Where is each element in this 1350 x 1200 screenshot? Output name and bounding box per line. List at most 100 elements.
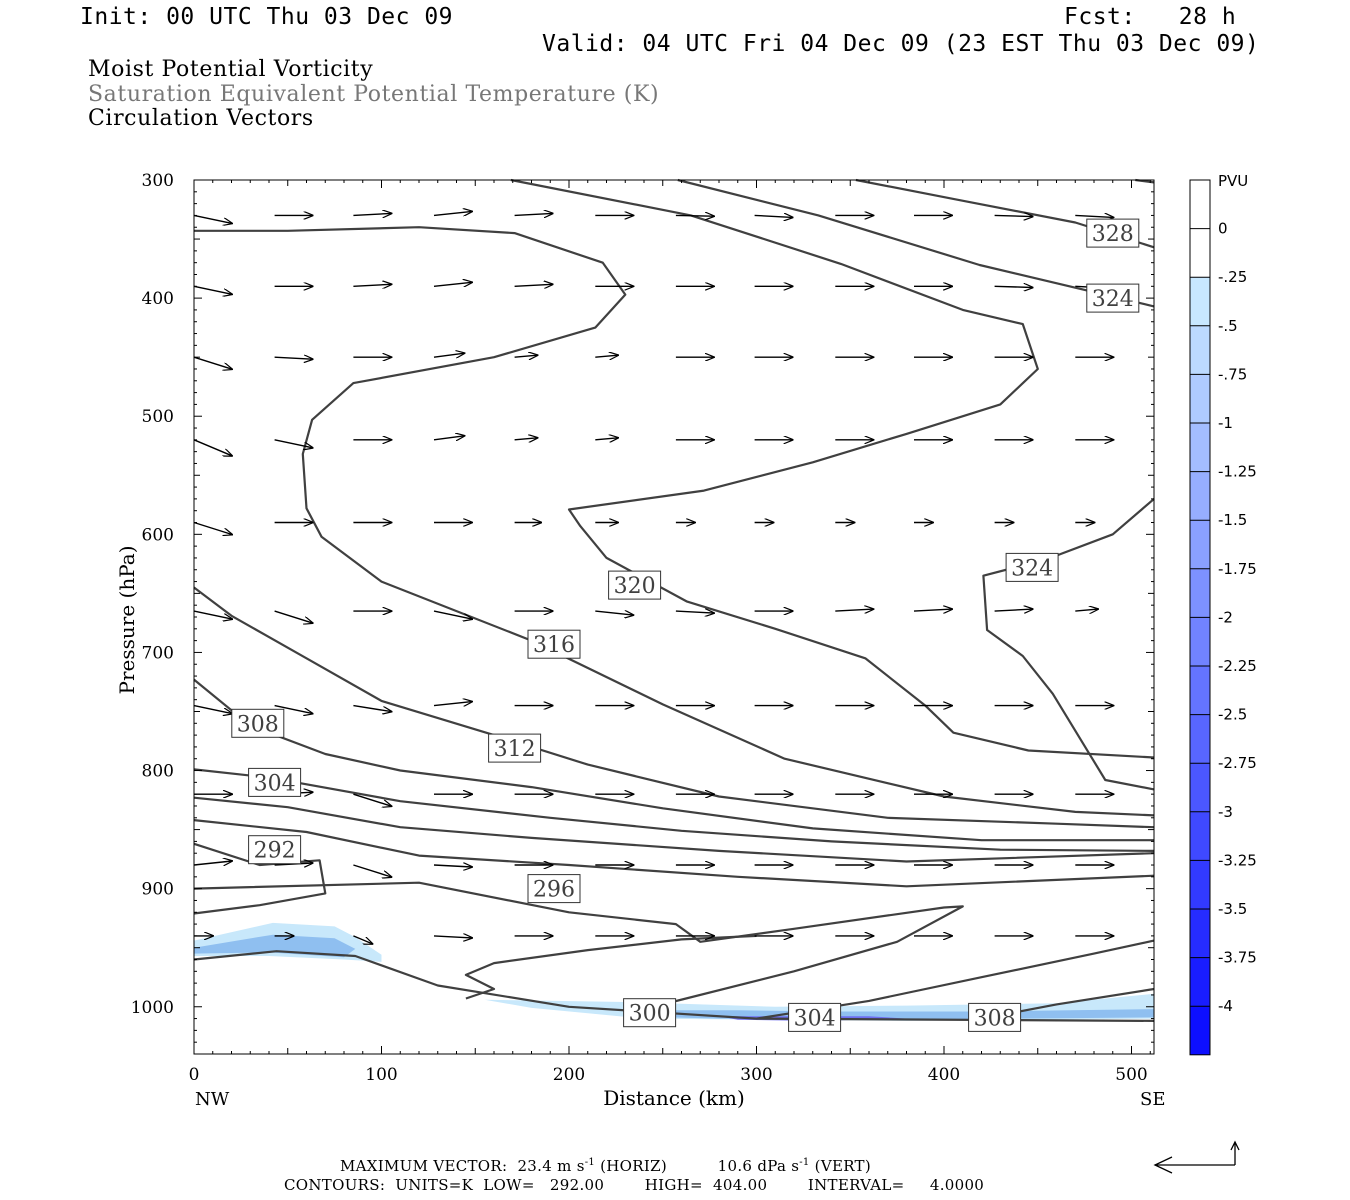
colorbar-cell bbox=[1190, 471, 1210, 521]
vector-arrow bbox=[595, 355, 618, 357]
vector-arrow bbox=[353, 935, 372, 944]
vector-arrow bbox=[433, 936, 472, 938]
vector-arrow bbox=[514, 438, 538, 440]
vector-arrow bbox=[514, 355, 538, 357]
x-axis-label: Distance (km) bbox=[603, 1086, 745, 1110]
contour-324 bbox=[982, 498, 1155, 791]
vector-arrow bbox=[274, 610, 313, 623]
colorbar-cell bbox=[1190, 1006, 1210, 1055]
colorbar-cell bbox=[1190, 423, 1210, 472]
vector-arrow bbox=[433, 211, 472, 215]
contour-label: 292 bbox=[254, 839, 296, 864]
vector-arrow bbox=[274, 439, 313, 448]
y-tick-label: 600 bbox=[142, 525, 174, 545]
vector-arrow bbox=[994, 609, 1033, 611]
vector-arrow bbox=[433, 702, 472, 706]
colorbar-label: -2.25 bbox=[1218, 657, 1257, 675]
contour-label: 320 bbox=[614, 574, 656, 599]
vector-arrow bbox=[754, 215, 793, 217]
contour-label: 328 bbox=[1092, 222, 1134, 247]
colorbar-cell bbox=[1190, 763, 1210, 812]
colorbar-label: 0 bbox=[1218, 220, 1228, 238]
axes: 300 400 500 600 700 800 900 1000 0 100 200 300 400 50… bbox=[131, 171, 1154, 1085]
x-tick-label: 200 bbox=[553, 1065, 585, 1085]
colorbar-label: -3.5 bbox=[1218, 900, 1247, 918]
x-tick-label: 400 bbox=[928, 1065, 960, 1085]
vector-arrow bbox=[433, 436, 464, 440]
vector-arrow bbox=[595, 611, 633, 615]
vector-arrow bbox=[193, 285, 232, 294]
contour-label-box bbox=[527, 629, 581, 659]
colorbar-label: -3 bbox=[1218, 803, 1233, 821]
vector-arrow bbox=[433, 610, 472, 619]
vector-arrow bbox=[193, 861, 232, 865]
vector-arrow bbox=[1075, 215, 1113, 217]
vector-arrow bbox=[514, 213, 553, 215]
colorbar-cell bbox=[1190, 325, 1210, 375]
vector-arrow bbox=[274, 357, 313, 359]
contour-label: 312 bbox=[494, 737, 536, 762]
vector-arrow bbox=[913, 609, 952, 611]
colorbar-label: -2.5 bbox=[1218, 706, 1247, 724]
contour-324 bbox=[510, 178, 1155, 759]
contour-304 bbox=[193, 796, 1155, 863]
vector-arrow bbox=[514, 284, 553, 286]
vector-arrow bbox=[193, 521, 232, 535]
contour-labels: 328 324 324 320 316 312 308 304 292 296 300 304 308 bbox=[231, 218, 1140, 1032]
colorbar-label: -1 bbox=[1218, 414, 1233, 432]
contour-300 bbox=[464, 934, 757, 1000]
contour-label-box bbox=[527, 874, 581, 904]
contour-label: 316 bbox=[533, 633, 575, 658]
colorbar-label: -.25 bbox=[1218, 268, 1247, 286]
colorbar-cell bbox=[1190, 909, 1210, 958]
x-tick-label: 100 bbox=[365, 1065, 397, 1085]
contour-label-box bbox=[231, 708, 285, 738]
y-tick-label: 400 bbox=[142, 289, 174, 309]
y-tick-label: 700 bbox=[142, 643, 174, 663]
vector-arrow bbox=[675, 215, 714, 216]
contour-label-box bbox=[968, 1002, 1022, 1032]
x-tick-label: 300 bbox=[740, 1065, 772, 1085]
colorbar-label: -3.25 bbox=[1218, 851, 1257, 869]
contour-label: 308 bbox=[237, 712, 279, 737]
vector-arrow bbox=[353, 284, 391, 286]
contour-label-box bbox=[488, 733, 542, 763]
colorbar-cell bbox=[1190, 957, 1210, 1007]
reference-vector bbox=[1153, 1140, 1240, 1174]
contour-label: 300 bbox=[629, 1002, 671, 1027]
colorbar-label: -4 bbox=[1218, 997, 1233, 1015]
colorbar-cell bbox=[1190, 180, 1210, 229]
vector-arrow bbox=[193, 439, 232, 456]
vector-arrow bbox=[835, 609, 873, 611]
colorbar-cell bbox=[1190, 617, 1210, 666]
vector-arrow bbox=[193, 356, 232, 369]
colorbar-cell bbox=[1190, 374, 1210, 423]
x-tick-label: 0 bbox=[189, 1065, 200, 1085]
theta-es-contours bbox=[193, 178, 1155, 1023]
contour-label-box bbox=[608, 570, 662, 600]
vector-arrow bbox=[433, 353, 464, 357]
contour-label-box bbox=[248, 835, 302, 865]
contour-296 bbox=[193, 881, 964, 1004]
vector-arrow bbox=[1075, 609, 1098, 611]
contour-label-box bbox=[788, 1002, 842, 1032]
contour-316 bbox=[193, 586, 1155, 829]
colorbar-cell bbox=[1190, 228, 1210, 278]
contour-label-box bbox=[1005, 552, 1059, 582]
colorbar-label: -2 bbox=[1218, 608, 1233, 626]
pv-colorbar: 0 -.25 -.5 -.75 -1 -1.25 -1.5 -1.75 -2 -2.25 -2.5 -… bbox=[1189, 179, 1257, 1056]
y-tick-label: 300 bbox=[142, 171, 174, 191]
x-end-left: NW bbox=[195, 1089, 230, 1110]
contour-label-box bbox=[1086, 218, 1140, 248]
contour-300 bbox=[193, 819, 1155, 888]
vector-arrow bbox=[193, 214, 232, 223]
valid-time: Valid: 04 UTC Fri 04 Dec 09 (23 EST Thu … bbox=[542, 31, 1260, 57]
contour-label: 308 bbox=[974, 1006, 1016, 1031]
colorbar-cell bbox=[1190, 714, 1210, 764]
vector-arrow bbox=[994, 215, 1033, 216]
init-time: Init: 00 UTC Thu 03 Dec 09 bbox=[80, 4, 454, 30]
contour-label: 296 bbox=[533, 878, 575, 903]
colorbar-units: PVU bbox=[1218, 172, 1248, 190]
y-axis-label: Pressure (hPa) bbox=[115, 546, 139, 695]
